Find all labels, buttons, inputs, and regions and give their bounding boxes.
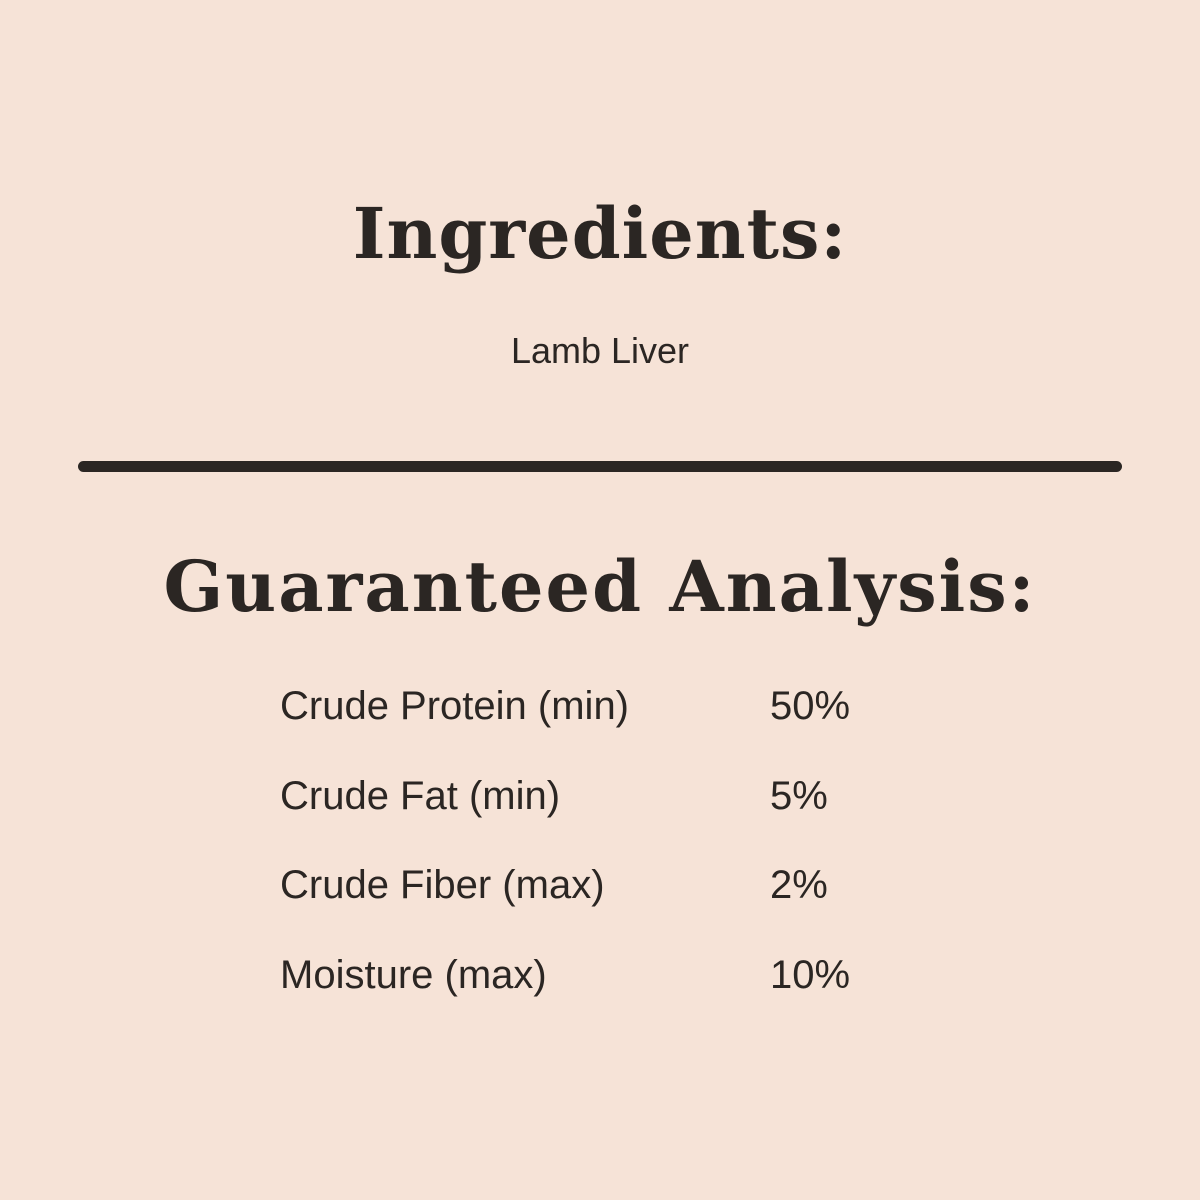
analysis-title: Guaranteed Analysis: <box>163 545 1037 628</box>
analysis-row: Crude Fiber (max) 2% <box>280 863 828 913</box>
analysis-row: Crude Protein (min) 50% <box>280 684 850 734</box>
row-label: Crude Fat (min) <box>280 774 561 818</box>
analysis-row: Moisture (max) 10% <box>280 953 850 1003</box>
ingredients-title: Ingredients: <box>352 192 848 275</box>
row-value: 50% <box>770 684 851 728</box>
row-label: Moisture (max) <box>280 953 547 997</box>
row-label: Crude Fiber (max) <box>280 863 605 907</box>
row-value: 2% <box>770 863 828 907</box>
row-value: 10% <box>770 953 851 997</box>
row-value: 5% <box>770 774 828 818</box>
row-label: Crude Protein (min) <box>280 684 630 728</box>
ingredients-text: Lamb Liver <box>510 330 690 371</box>
divider <box>78 461 1122 472</box>
analysis-row: Crude Fat (min) 5% <box>280 774 828 824</box>
